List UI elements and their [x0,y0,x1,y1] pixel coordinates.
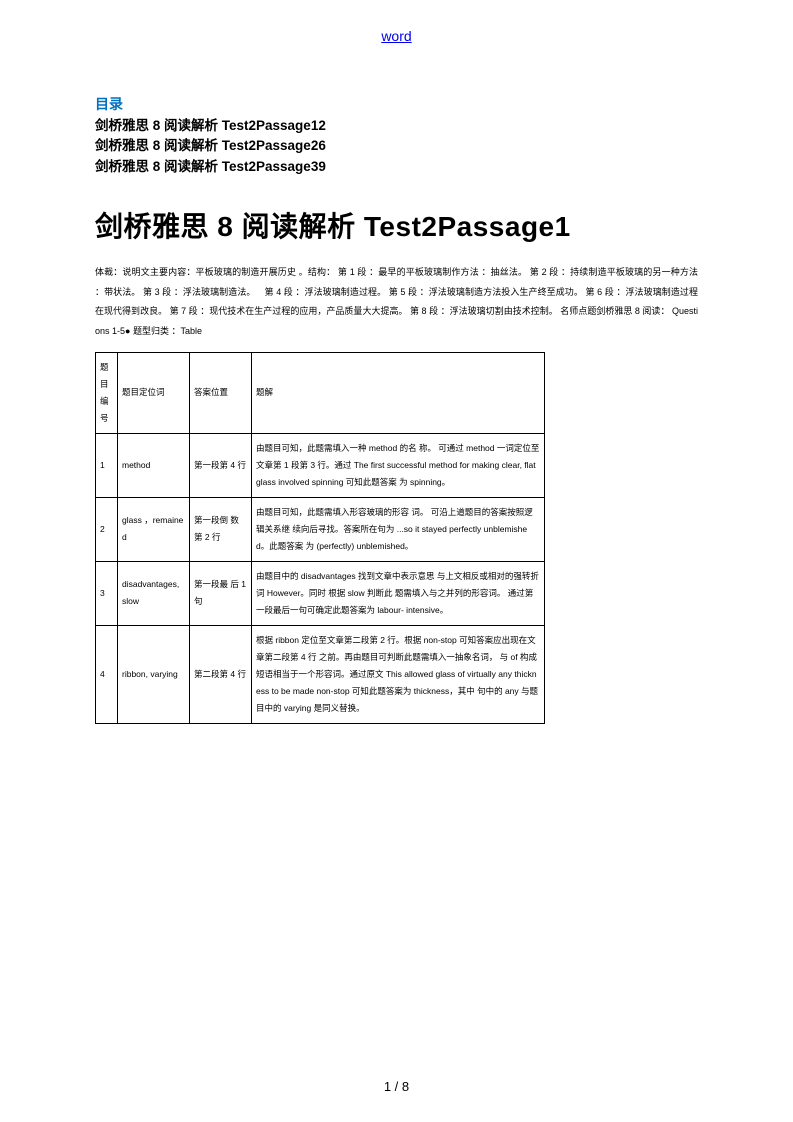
header-explain: 题解 [252,352,545,433]
table-header-row: 题目编号 题目定位词 答案位置 题解 [96,352,545,433]
cell-keyword: method [118,433,190,497]
content-area: 目录 剑桥雅思 8 阅读解析 Test2Passage12 剑桥雅思 8 阅读解… [0,44,793,724]
toc-item-3: 剑桥雅思 8 阅读解析 Test2Passage39 [95,157,698,177]
toc-item-1: 剑桥雅思 8 阅读解析 Test2Passage12 [95,116,698,136]
page-footer: 1 / 8 [0,1079,793,1094]
cell-num: 3 [96,561,118,625]
cell-explain: 由题目可知，此题需填入一种 method 的名 称。 可通过 method 一词… [252,433,545,497]
cell-num: 2 [96,497,118,561]
cell-num: 4 [96,625,118,723]
cell-num: 1 [96,433,118,497]
cell-keyword: ribbon, varying [118,625,190,723]
header-location: 答案位置 [190,352,252,433]
table-row: 2 glass ，remained 第一段倒 数第 2 行 由题目可知，此题需填… [96,497,545,561]
cell-location: 第一段最 后 1 句 [190,561,252,625]
cell-location: 第一段倒 数第 2 行 [190,497,252,561]
header-num: 题目编号 [96,352,118,433]
table-row: 4 ribbon, varying 第二段第 4 行 根据 ribbon 定位至… [96,625,545,723]
main-heading: 剑桥雅思 8 阅读解析 Test2Passage1 [95,205,698,245]
toc-item-2: 剑桥雅思 8 阅读解析 Test2Passage26 [95,136,698,156]
body-paragraph: 体裁：说明文主要内容：平板玻璃的制造开展历史 。结构： 第 1 段 ：最早的平板… [95,263,698,342]
header-link: word [0,0,793,44]
toc-title: 目录 [95,94,698,114]
table-row: 1 method 第一段第 4 行 由题目可知，此题需填入一种 method 的… [96,433,545,497]
cell-keyword: disadvantages, slow [118,561,190,625]
analysis-table: 题目编号 题目定位词 答案位置 题解 1 method 第一段第 4 行 由题目… [95,352,545,724]
cell-location: 第一段第 4 行 [190,433,252,497]
cell-explain: 由题目可知，此题需填入形容玻璃的形容 词。 可沿上道题目的答案按照逻辑关系继 续… [252,497,545,561]
cell-keyword: glass ，remained [118,497,190,561]
cell-location: 第二段第 4 行 [190,625,252,723]
header-keyword: 题目定位词 [118,352,190,433]
word-link[interactable]: word [381,28,411,44]
cell-explain: 由题目中的 disadvantages 找到文章中表示意思 与上文相反或相对的强… [252,561,545,625]
cell-explain: 根据 ribbon 定位至文章第二段第 2 行。根据 non-stop 可知答案… [252,625,545,723]
table-row: 3 disadvantages, slow 第一段最 后 1 句 由题目中的 d… [96,561,545,625]
